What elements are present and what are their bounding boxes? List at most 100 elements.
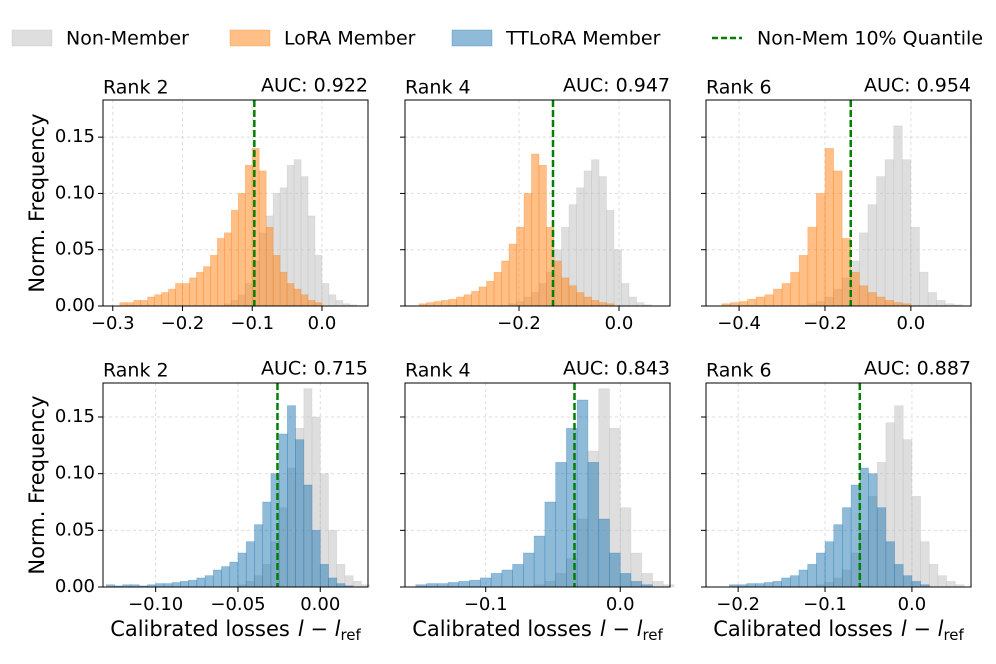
histogram-bar (901, 159, 912, 307)
x-tick-label: 0.0 (605, 313, 634, 334)
x-tick-label: 0.0 (897, 313, 926, 334)
histogram-bar (328, 577, 338, 588)
panel-title: Rank 4 (405, 360, 471, 382)
histogram-bar (568, 285, 577, 307)
x-tick-label: −0.2 (161, 313, 205, 334)
histogram-bar (516, 226, 525, 307)
histogram-bar (884, 159, 895, 307)
histogram-bar (763, 582, 774, 588)
histogram-bar (254, 524, 264, 588)
x-tick-label: −0.05 (210, 594, 265, 615)
panel: −0.3 −0.2 −0.1 0.0 0.00 0.05 0.10 0.15 Rank 2 AUC… (25, 75, 369, 334)
axes-frame (404, 382, 671, 588)
x-label-text: Calibrated losses (713, 617, 893, 641)
histogram-bar (140, 300, 148, 307)
histogram-bar (561, 277, 570, 307)
histogram-bar (237, 552, 247, 588)
panel: −0.1 0.0 Rank 4 AUC: 0.843 Calibrated losses… (400, 358, 675, 644)
histogram-bar (842, 507, 852, 588)
histogram-bar (307, 215, 316, 307)
x-label-text: Calibrated losses (110, 617, 290, 641)
histogram-bar (321, 283, 330, 307)
x-tick-label: −0.2 (497, 313, 541, 334)
legend-label: TTLoRA Member (505, 28, 661, 50)
histogram-bar (286, 283, 295, 307)
axes-frame (705, 382, 972, 588)
histogram-bar (471, 291, 480, 307)
panel: −0.2 −0.1 0.0 Rank 6 AUC: 0.887 Calibrated lo… (701, 358, 972, 644)
x-tick-label: −0.1 (230, 313, 274, 334)
histogram-bar (833, 170, 843, 307)
histogram-bar (619, 573, 632, 588)
histogram-bar (490, 573, 503, 588)
histogram-bar (335, 300, 344, 307)
x-tick-label: −0.2 (716, 594, 760, 615)
panel-title: Rank 2 (103, 360, 169, 382)
histogram-bar (807, 226, 817, 307)
histogram-bar (583, 170, 592, 307)
histogram-bar (344, 575, 354, 588)
histogram-bar (300, 294, 309, 307)
histogram-bar (868, 473, 878, 588)
histogram-bar (946, 580, 956, 588)
histogram-bar (426, 583, 438, 588)
panel: −0.2 0.0 Rank 4 AUC: 0.947 (400, 75, 671, 334)
auc-label: AUC: 0.947 (563, 75, 670, 97)
legend-patch (451, 29, 493, 47)
auc-label: AUC: 0.887 (864, 358, 971, 380)
x-label-sub: ref (340, 626, 361, 644)
histogram-bar (867, 292, 877, 307)
auc-label: AUC: 0.922 (261, 75, 368, 97)
histogram-bar (314, 302, 323, 307)
panel-title: Rank 4 (405, 77, 471, 99)
histogram-bar (196, 271, 204, 307)
histogram-bar (606, 209, 615, 307)
histogram-bar (307, 300, 316, 307)
histogram-bar (244, 164, 253, 307)
histogram-bar (311, 529, 321, 588)
histogram-bar (815, 552, 826, 588)
histogram-bar (858, 285, 869, 307)
histogram-bar (447, 582, 460, 588)
histogram-bar (189, 277, 197, 307)
histogram-bar (893, 302, 903, 307)
x-tick-label: −0.1 (464, 594, 508, 615)
legend-patch (11, 29, 53, 47)
histogram-bar (245, 541, 255, 588)
histogram-bar (841, 238, 852, 307)
histogram-bar (876, 507, 887, 588)
histogram-bar (746, 583, 756, 588)
legend-label: LoRA Member (284, 28, 416, 50)
histogram-bar (850, 484, 861, 588)
legend-label: Non-Member (66, 28, 189, 50)
histogram-bar (336, 583, 346, 588)
histogram-bar (544, 501, 557, 588)
histogram-bar (894, 405, 904, 588)
y-tick-label: 0.00 (55, 295, 95, 316)
histogram-bar (182, 283, 190, 307)
histogram-bar (807, 563, 817, 588)
histogram-bar (463, 294, 472, 307)
panel-title: Rank 6 (706, 360, 772, 382)
histogram-bar (911, 580, 921, 588)
histogram-bar (486, 280, 495, 307)
histogram-bar (295, 439, 305, 588)
histogram-bar (755, 583, 765, 588)
histogram-bar (501, 260, 510, 307)
histogram-bar (279, 271, 288, 307)
histogram-bar (937, 575, 948, 588)
y-tick-label: 0.00 (55, 576, 95, 597)
histogram-bar (286, 405, 296, 588)
histogram-bar (221, 566, 231, 588)
histogram-bar (523, 193, 532, 307)
axes-frame (102, 99, 369, 307)
histogram-bar (223, 232, 232, 307)
x-tick-label: 0.00 (300, 594, 340, 615)
histogram-bar (161, 292, 169, 307)
auc-label: AUC: 0.715 (261, 358, 368, 380)
y-tick-label: 0.05 (55, 519, 95, 540)
histogram-bar (230, 209, 239, 307)
axes-frame (705, 99, 972, 307)
